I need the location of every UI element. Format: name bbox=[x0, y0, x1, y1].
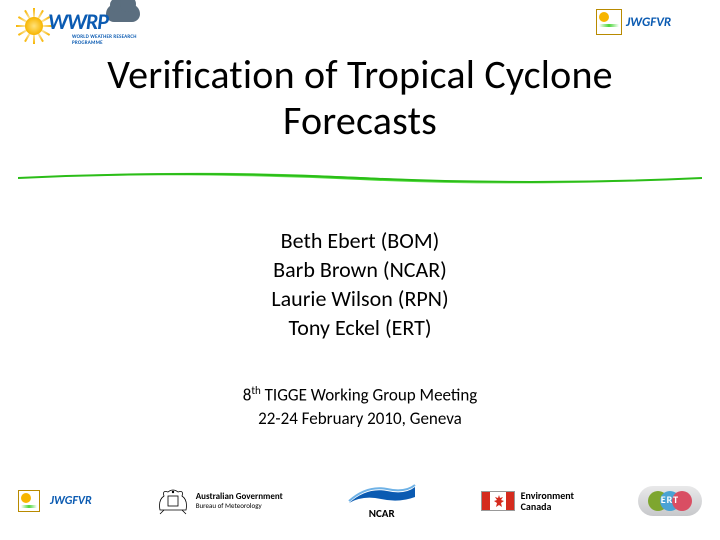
wwrp-logo: WWRP WORLD WEATHER RESEARCH PROGRAMME bbox=[14, 6, 164, 52]
footer: JWGFVR Australian Government Bureau of M… bbox=[0, 472, 720, 530]
aus-gov-logo: Australian Government Bureau of Meteorol… bbox=[156, 486, 283, 516]
wwrp-sublabel: WORLD WEATHER RESEARCH PROGRAMME bbox=[72, 34, 164, 46]
jwgfvr-label: JWGFVR bbox=[626, 15, 671, 30]
aus-gov-line2: Bureau of Meteorology bbox=[196, 502, 283, 510]
aus-crest-icon bbox=[156, 486, 190, 516]
jwgfvr-badge-icon bbox=[18, 490, 40, 512]
jwgfvr-logo-top: JWGFVR bbox=[596, 6, 706, 38]
author-line: Barb Brown (NCAR) bbox=[0, 255, 720, 284]
env-can-line2: Canada bbox=[521, 501, 574, 512]
title-line-2: Forecasts bbox=[283, 96, 437, 145]
meeting-title: TIGGE Working Group Meeting bbox=[261, 385, 478, 406]
slide: WWRP WORLD WEATHER RESEARCH PROGRAMME JW… bbox=[0, 0, 720, 540]
authors-block: Beth Ebert (BOM) Barb Brown (NCAR) Lauri… bbox=[0, 226, 720, 342]
wwrp-label: WWRP bbox=[48, 8, 108, 35]
ert-ovals-icon: ERT bbox=[648, 491, 692, 511]
meeting-line-1: 8th TIGGE Working Group Meeting bbox=[0, 384, 720, 408]
title-line-1: Verification of Tropical Cyclone bbox=[107, 50, 613, 99]
sun-icon bbox=[16, 8, 52, 44]
ncar-swoosh-icon bbox=[347, 483, 417, 505]
author-line: Tony Eckel (ERT) bbox=[0, 313, 720, 342]
jwgfvr-logo-bottom: JWGFVR bbox=[18, 490, 92, 512]
jwgfvr-badge-icon bbox=[596, 9, 622, 35]
meeting-ordinal-sup: th bbox=[251, 384, 260, 397]
header: WWRP WORLD WEATHER RESEARCH PROGRAMME JW… bbox=[0, 6, 720, 52]
jwgfvr-label: JWGFVR bbox=[50, 494, 92, 508]
author-line: Laurie Wilson (RPN) bbox=[0, 284, 720, 313]
ncar-logo: NCAR bbox=[347, 483, 417, 520]
cloud-icon bbox=[106, 4, 140, 22]
meeting-line-2: 22-24 February 2010, Geneva bbox=[0, 408, 720, 431]
page-title: Verification of Tropical Cyclone Forecas… bbox=[0, 52, 720, 144]
env-canada-logo: Environment Canada bbox=[481, 490, 574, 512]
canada-flag-icon bbox=[481, 491, 515, 511]
ert-logo: ERT bbox=[638, 486, 702, 516]
ncar-label: NCAR bbox=[369, 507, 395, 520]
author-line: Beth Ebert (BOM) bbox=[0, 226, 720, 255]
env-canada-text: Environment Canada bbox=[521, 490, 574, 512]
green-divider bbox=[18, 170, 702, 186]
meeting-block: 8th TIGGE Working Group Meeting 22-24 Fe… bbox=[0, 384, 720, 431]
ert-label: ERT bbox=[648, 493, 692, 506]
aus-gov-text: Australian Government Bureau of Meteorol… bbox=[196, 492, 283, 510]
